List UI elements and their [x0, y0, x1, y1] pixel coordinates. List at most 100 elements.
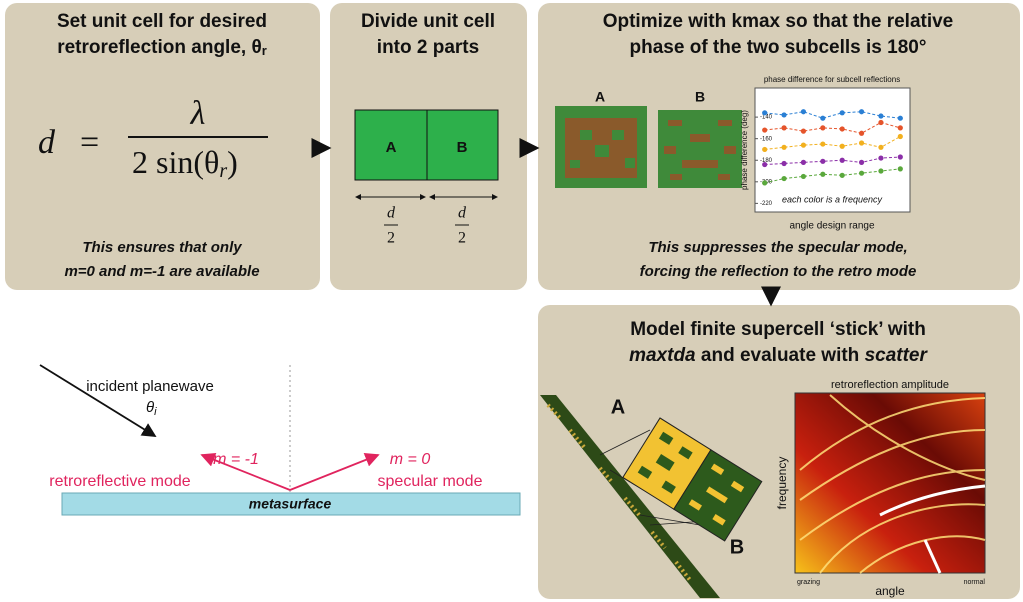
data-point [820, 125, 826, 131]
data-point [858, 140, 865, 146]
formula: d [38, 124, 56, 161]
step-title: maxtda and evaluate with scatter [629, 345, 928, 366]
data-point [820, 171, 826, 177]
step-title: Divide unit cell [361, 11, 495, 32]
data-point [781, 125, 787, 131]
step-title: Model finite supercell ‘stick’ with [630, 319, 926, 340]
data-point [839, 157, 845, 163]
metasurface [61, 492, 521, 516]
step-note: forcing the reflection to the retro mode [640, 263, 917, 280]
series-line [764, 136, 901, 150]
series-line [764, 156, 901, 166]
data-point [781, 175, 787, 182]
supercell [622, 417, 763, 542]
stick [540, 395, 720, 598]
data-point [897, 166, 903, 172]
plot-title: phase difference for subcell reflections [764, 75, 900, 84]
data-point [800, 159, 807, 165]
data-point [878, 144, 884, 150]
step-note: This ensures that only [82, 239, 242, 256]
dimension-label: 2 [387, 230, 395, 247]
y-tick-label: -180 [760, 158, 773, 164]
formula: λ [190, 95, 206, 132]
data-point [800, 142, 807, 148]
order-label: m = -1 [213, 451, 259, 468]
subcell [354, 109, 428, 181]
subcell [426, 109, 499, 181]
data-point [858, 159, 865, 165]
subcell-pattern [658, 110, 742, 188]
data-point [839, 143, 845, 149]
subcell-pattern [555, 106, 647, 188]
subcell-label: A [386, 139, 397, 156]
data-point [839, 126, 845, 132]
x-axis-label: angle design range [789, 221, 875, 232]
metasurface-label: metasurface [249, 496, 332, 512]
dimension-label: 2 [458, 230, 466, 247]
data-point [781, 160, 787, 167]
data-point [820, 158, 826, 164]
subcell-label: B [730, 536, 744, 558]
data-point [762, 110, 768, 116]
y-tick-label: -140 [760, 115, 773, 121]
x-axis-label: angle [875, 584, 905, 598]
data-point [878, 113, 884, 119]
subcell-label: A [595, 89, 605, 105]
data-point [897, 154, 903, 160]
data-point [800, 128, 807, 134]
mode-label: retroreflective mode [49, 473, 190, 490]
data-point [839, 110, 845, 116]
incident-arrow [39, 364, 157, 437]
data-point [878, 168, 884, 174]
x-tick-label: normal [964, 579, 986, 586]
annotation: each color is a frequency [782, 194, 883, 204]
data-point [897, 133, 903, 140]
data-point [762, 180, 768, 186]
step-title: retroreflection angle, θr [57, 37, 267, 58]
data-point [858, 170, 865, 176]
y-tick-label: -160 [760, 136, 773, 142]
data-point [878, 119, 884, 126]
plot-frame [754, 87, 911, 213]
data-point [897, 115, 903, 121]
data-point [781, 112, 787, 118]
formula: = [80, 124, 99, 161]
subcell-label: A [611, 396, 625, 418]
dimension-label: d [387, 205, 396, 222]
mode-label: specular mode [378, 473, 483, 490]
step-title: Optimize with kmax so that the relative [603, 11, 954, 32]
step-note: m=0 and m=-1 are available [64, 263, 259, 280]
data-point [800, 173, 807, 180]
data-point [820, 115, 826, 121]
series-line [764, 111, 901, 119]
reflected-arrow [200, 452, 291, 491]
panel [5, 3, 320, 290]
data-point [762, 146, 768, 153]
label: θi [146, 399, 157, 418]
data-point [878, 155, 884, 161]
subcell-label: B [457, 139, 468, 156]
step-title: into 2 parts [377, 37, 479, 58]
plot-title: retroreflection amplitude [831, 379, 949, 391]
data-point [858, 109, 865, 115]
data-point [800, 109, 807, 115]
plot: -140-160-180-200-220 [755, 109, 903, 207]
subcell-label: B [695, 89, 705, 105]
label: incident planewave [86, 378, 214, 395]
x-tick-label: grazing [797, 579, 820, 586]
data-point [762, 161, 768, 168]
data-point [820, 141, 826, 147]
y-axis-label: frequency [775, 457, 789, 510]
series-line [764, 121, 901, 134]
data-point [839, 172, 845, 178]
reflected-arrow [289, 452, 380, 491]
step-title: Set unit cell for desired [57, 11, 267, 32]
step-note: This suppresses the specular mode, [648, 239, 907, 256]
data-point [781, 144, 787, 150]
step-title: phase of the two subcells is 180° [630, 37, 927, 58]
dimension-label: d [458, 205, 467, 222]
data-point [762, 127, 768, 133]
formula: 2 sin(θr) [132, 144, 238, 181]
order-label: m = 0 [390, 451, 431, 468]
